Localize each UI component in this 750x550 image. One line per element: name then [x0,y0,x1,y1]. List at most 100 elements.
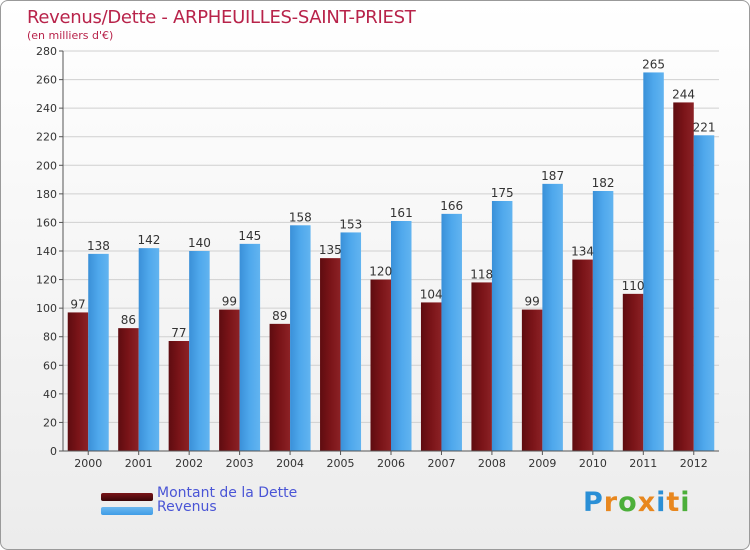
bar-debt-value-label: 97 [70,297,85,311]
bar-revenue-value-label: 265 [642,57,665,71]
y-tick-label: 240 [36,102,57,115]
bar-revenue [138,248,160,451]
legend-swatch-revenue [101,507,153,515]
bar-debt [420,302,442,451]
y-tick-label: 160 [36,216,57,229]
bar-revenue [239,243,261,451]
bar-chart: 020406080100120140160180200220240260280 … [36,45,719,470]
bar-debt-value-label: 99 [222,295,237,309]
legend-label-debt: Montant de la Dette [157,485,298,501]
x-tick-label: 2008 [478,457,506,470]
logo-letter: t [666,487,681,518]
bar-debt-value-label: 86 [121,313,136,327]
bar-debt-value-label: 118 [470,267,493,281]
bar-revenue-value-label: 182 [592,176,615,190]
value-labels: 97 138 86 142 77 140 99 145 89 158 135 153 120 161 104… [70,57,715,340]
x-tick-label: 2006 [377,457,405,470]
legend-label-revenue: Revenus [157,499,217,515]
bar-revenue-value-label: 175 [491,186,514,200]
y-tick-label: 280 [36,45,57,58]
bar-debt [521,309,543,451]
x-axis-ticks: 2000 2001 2002 2003 2004 2005 2006 2007 2008 2009… [74,451,708,470]
bar-revenue [592,191,614,451]
bar-debt-value-label: 89 [272,309,287,323]
bar-debt [219,309,240,451]
bar-revenue-value-label: 142 [137,233,160,247]
bar-debt [673,102,694,451]
x-tick-label: 2001 [125,457,153,470]
bar-debt [572,259,593,451]
bar-revenue-value-label: 166 [440,199,463,213]
bar-revenue [189,251,210,451]
bar-revenue [542,183,563,451]
bar-revenue [290,225,311,451]
x-tick-label: 2002 [175,457,203,470]
bar-revenue [693,135,715,452]
bar-revenue-value-label: 158 [289,210,312,224]
y-tick-label: 220 [36,131,57,144]
bar-revenue [491,201,513,451]
x-tick-label: 2005 [327,457,355,470]
x-tick-label: 2012 [680,457,708,470]
bar-debt-value-label: 99 [524,295,539,309]
bar-debt [370,279,391,451]
bar-debt-value-label: 120 [369,265,392,279]
y-axis-ticks: 0 20 40 60 80 100 120 140 160 180 200 220 240 260 280 [36,45,63,458]
legend-swatch-debt [101,493,153,501]
x-tick-label: 2009 [528,457,556,470]
x-tick-label: 2000 [74,457,102,470]
y-tick-label: 140 [36,245,57,258]
bars [67,72,715,452]
bar-revenue-value-label: 161 [390,206,413,220]
bar-debt [67,312,89,451]
bar-debt [269,323,291,451]
x-tick-label: 2003 [226,457,254,470]
y-tick-label: 0 [50,445,57,458]
bar-debt-value-label: 110 [622,279,645,293]
bar-debt-value-label: 134 [571,245,594,259]
bar-revenue-value-label: 187 [541,169,564,183]
bar-debt [168,341,190,451]
logo-letter: r [603,487,619,518]
x-tick-label: 2004 [276,457,304,470]
logo-letter: i [680,487,691,518]
bar-revenue-value-label: 145 [238,229,261,243]
x-tick-label: 2010 [579,457,607,470]
bar-debt [320,258,341,451]
bar-revenue-value-label: 153 [339,217,362,231]
bar-revenue-value-label: 221 [693,120,716,134]
chart-subtitle: (en milliers d'€) [27,29,114,42]
chart-title: Revenus/Dette - ARPHEUILLES-SAINT-PRIEST [27,7,416,28]
logo-letter: o [618,487,638,518]
logo-letter: x [637,487,657,518]
bar-debt [622,293,644,451]
bar-revenue [643,72,664,451]
bar-revenue [391,221,412,451]
logo-letter: i [656,487,667,518]
y-tick-label: 180 [36,188,57,201]
y-tick-label: 20 [43,416,57,429]
y-tick-label: 120 [36,274,57,287]
bar-revenue [88,253,109,451]
bar-debt-value-label: 104 [420,287,443,301]
y-tick-label: 260 [36,74,57,87]
x-tick-label: 2011 [629,457,657,470]
proxiti-logo: Proxiti [583,487,691,518]
bar-debt [471,282,492,451]
bar-revenue [441,213,462,451]
bar-revenue-value-label: 138 [87,239,110,253]
bar-debt [118,328,139,451]
y-tick-label: 80 [43,331,57,344]
x-tick-label: 2007 [427,457,455,470]
bar-revenue-value-label: 140 [188,236,211,250]
bar-debt-value-label: 244 [672,87,695,101]
y-tick-label: 60 [43,359,57,372]
bar-revenue [340,232,362,451]
y-tick-label: 200 [36,159,57,172]
logo-letter: P [583,487,604,518]
bar-debt-value-label: 135 [319,243,342,257]
bar-debt-value-label: 77 [171,326,186,340]
y-tick-label: 100 [36,302,57,315]
y-tick-label: 40 [43,388,57,401]
